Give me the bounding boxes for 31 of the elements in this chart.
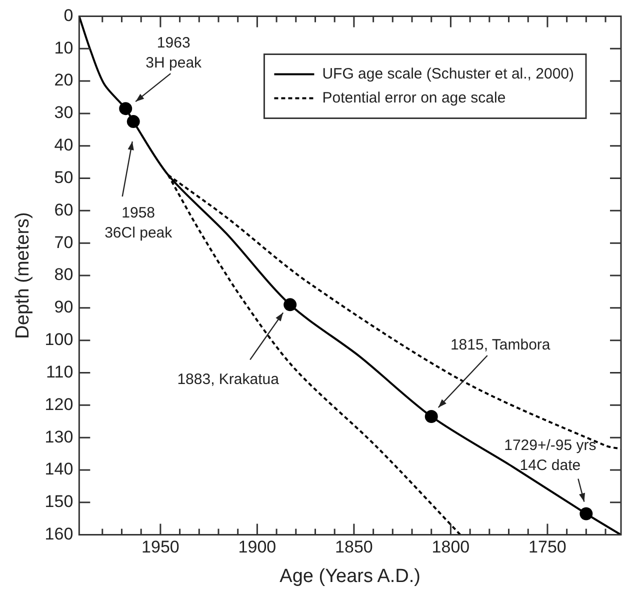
x-tick-label: 1850 [335,538,373,557]
y-tick-label: 70 [54,232,74,252]
x-tick-label: 1800 [432,538,470,557]
y-tick-label: 90 [54,298,74,317]
y-tick-label: 80 [54,265,74,284]
x-tick-label: 1750 [528,538,566,557]
legend-label: Potential error on age scale [322,89,506,106]
annotation: 1815, Tambora [450,336,551,354]
y-tick-label: 160 [44,524,74,544]
y-axis-title: Depth (meters) [12,212,34,339]
annotation: 1883, Krakatua [177,370,280,388]
y-tick-label: 50 [54,168,74,187]
y-tick-label: 20 [54,70,74,90]
legend-label: UFG age scale (Schuster et al., 2000) [322,65,574,82]
y-tick-label: 150 [44,492,74,512]
y-tick-label: 140 [44,460,74,479]
y-tick-label: 120 [44,394,74,414]
x-tick-label: 1950 [142,538,180,557]
y-tick-label: 30 [54,103,74,122]
y-tick-label: 110 [46,362,74,382]
annotation: 1729+/-95 yrs 14C date [504,436,596,474]
y-tick-label: 60 [54,200,74,220]
x-tick-label: 1900 [238,538,276,557]
annotation: 1963 3H peak [146,34,202,72]
y-tick-label: 10 [54,38,74,58]
y-tick-label: 100 [44,330,74,350]
annotation: 1958 36Cl peak [104,204,173,242]
x-axis-title: Age (Years A.D.) [280,566,420,587]
y-tick-label: 0 [64,6,74,25]
y-tick-label: 130 [44,427,74,446]
y-tick-label: 40 [54,136,74,155]
